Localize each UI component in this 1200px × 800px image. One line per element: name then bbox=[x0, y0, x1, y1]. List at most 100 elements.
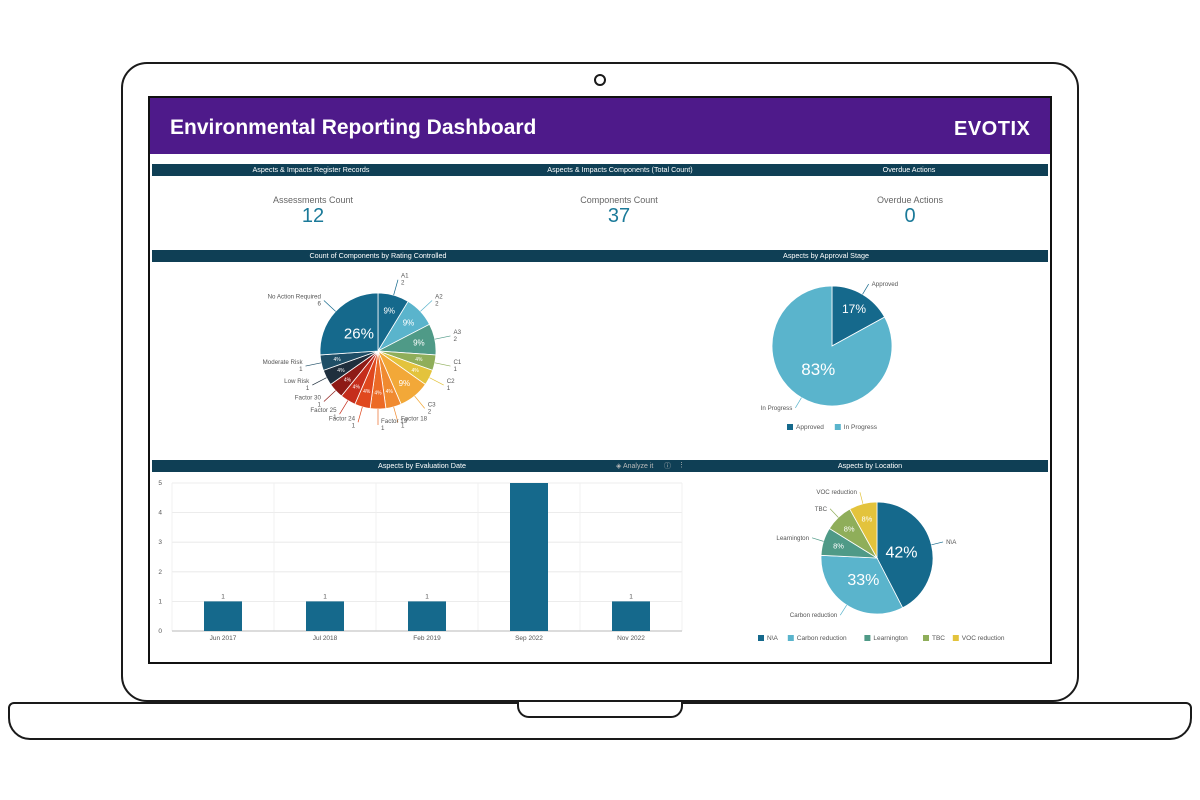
kpi-components-value: 37 bbox=[607, 205, 631, 227]
approval-pie-slice bbox=[771, 285, 893, 407]
bar-x-tick: Jul 2018 bbox=[313, 635, 338, 642]
rating-pie-label-line bbox=[434, 335, 451, 340]
bar bbox=[204, 601, 242, 631]
rating-pie-percent-label: 9% bbox=[403, 318, 415, 327]
camera-icon bbox=[594, 74, 606, 86]
rating-pie-value-label: 1 bbox=[317, 402, 321, 409]
location-pie-label-line bbox=[859, 492, 864, 504]
location-legend-swatch bbox=[758, 635, 764, 641]
bar-data-label: 1 bbox=[221, 593, 225, 600]
rating-pie-value-label: 2 bbox=[428, 408, 432, 415]
location-pie-label-line bbox=[811, 537, 824, 542]
approval-legend-label: In Progress bbox=[844, 424, 878, 431]
location-legend-label: Learnington bbox=[873, 635, 908, 642]
layers-icon: ◈ bbox=[616, 463, 622, 470]
location-pie-name-label: N\A bbox=[946, 539, 957, 546]
bar-y-tick: 4 bbox=[158, 510, 162, 517]
approval-legend-label: Approved bbox=[796, 424, 824, 431]
location-pie-name-label: Learnington bbox=[776, 535, 809, 542]
rating-pie-percent-label: 9% bbox=[399, 379, 411, 388]
rating-pie-slice bbox=[319, 292, 379, 356]
rating-pie-percent-label: 4% bbox=[415, 357, 423, 363]
rating-pie-label-line bbox=[393, 279, 399, 296]
rating-pie-name-label: A2 bbox=[435, 293, 443, 300]
kpi-assessments-label: Assessments Count bbox=[272, 195, 354, 205]
rating-pie-label-line bbox=[434, 362, 451, 367]
location-pie-slice bbox=[820, 554, 904, 615]
approval-pie-percent-label: 83% bbox=[801, 360, 835, 379]
rating-pie-value-label: 1 bbox=[447, 385, 451, 392]
rating-pie-value-label: 6 bbox=[317, 300, 321, 307]
rating-pie-percent-label: 4% bbox=[386, 389, 394, 395]
rating-pie-name-label: Factor 25 bbox=[310, 407, 337, 414]
location-legend-swatch bbox=[787, 635, 794, 641]
rating-pie-label-line bbox=[414, 395, 425, 409]
bar bbox=[510, 483, 548, 631]
section-bar-rating-controlled: Count of Components by Rating Controlled bbox=[152, 250, 604, 262]
approval-pie-name-label: In Progress bbox=[761, 405, 793, 412]
bar-x-tick: Nov 2022 bbox=[617, 635, 645, 642]
location-pie-label-line bbox=[931, 541, 944, 546]
rating-pie-label-line bbox=[429, 377, 444, 386]
section-bar-components-total: Aspects & Impacts Components (Total Coun… bbox=[470, 164, 770, 176]
rating-pie-percent-label: 26% bbox=[344, 325, 374, 342]
section-bar-approval-stage: Aspects by Approval Stage bbox=[604, 250, 1048, 262]
page-title: Environmental Reporting Dashboard bbox=[170, 116, 537, 139]
rating-pie-name-label: Factor 24 bbox=[329, 415, 356, 422]
location-pie-percent-label: 8% bbox=[861, 515, 872, 524]
bar-y-tick: 2 bbox=[158, 569, 162, 576]
rating-pie-percent-label: 4% bbox=[363, 389, 371, 395]
section-bar-location: Aspects by Location bbox=[692, 460, 1048, 472]
bar-data-label: 1 bbox=[323, 593, 327, 600]
approval-pie-percent-label: 17% bbox=[842, 302, 866, 316]
rating-pie-name-label: Factor 19 bbox=[381, 418, 408, 425]
section-bar-overdue-actions: Overdue Actions bbox=[770, 164, 1048, 176]
rating-pie-value-label: 2 bbox=[435, 300, 439, 307]
approval-legend-swatch bbox=[834, 424, 841, 430]
location-pie-slice bbox=[849, 501, 878, 560]
location-legend-swatch bbox=[864, 635, 871, 641]
approval-pie-slice bbox=[831, 285, 886, 347]
bar-x-tick: Feb 2019 bbox=[413, 635, 441, 642]
location-pie-name-label: Carbon reduction bbox=[790, 612, 838, 619]
rating-pie-name-label: No Action Required bbox=[268, 293, 322, 300]
kebab-menu-icon[interactable]: ⋮ bbox=[678, 462, 685, 469]
rating-pie-label-line bbox=[339, 400, 349, 415]
kpi-components-label: Components Count bbox=[580, 195, 658, 205]
rating-pie-percent-label: 4% bbox=[333, 357, 341, 363]
rating-pie-percent-label: 4% bbox=[344, 377, 352, 383]
rating-pie-label-line bbox=[305, 362, 322, 367]
rating-pie-name-label: Factor 30 bbox=[295, 395, 322, 402]
location-pie-percent-label: 33% bbox=[847, 572, 879, 589]
rating-pie-name-label: C2 bbox=[447, 378, 455, 385]
location-pie-label-line bbox=[829, 508, 839, 518]
location-pie-percent-label: 42% bbox=[885, 545, 917, 562]
location-legend-swatch bbox=[923, 635, 929, 641]
approval-pie-name-label: Approved bbox=[872, 281, 899, 288]
bar bbox=[612, 601, 650, 631]
rating-pie-value-label: 2 bbox=[401, 280, 405, 287]
rating-pie-name-label: C3 bbox=[428, 401, 436, 408]
rating-pie-label-line bbox=[420, 300, 433, 312]
rating-pie-percent-label: 9% bbox=[383, 307, 395, 316]
bar-data-label: 1 bbox=[629, 593, 633, 600]
location-legend-label: N\A bbox=[767, 635, 779, 642]
kpi-overdue-value: 0 bbox=[904, 205, 916, 227]
rating-pie-percent-label: 4% bbox=[337, 368, 345, 374]
rating-pie-name-label: Moderate Risk bbox=[263, 359, 304, 366]
approval-pie-label-line bbox=[862, 283, 869, 295]
rating-pie-percent-label: 9% bbox=[413, 338, 425, 347]
info-icon[interactable]: ⓘ bbox=[664, 463, 671, 470]
location-pie-percent-label: 8% bbox=[833, 542, 844, 551]
analyze-button[interactable]: ◈ Analyze it bbox=[616, 462, 653, 470]
rating-pie-value-label: 1 bbox=[306, 385, 310, 392]
location-pie-name-label: VOC reduction bbox=[816, 489, 857, 496]
rating-pie-label-line bbox=[323, 390, 336, 402]
rating-pie-name-label: A3 bbox=[453, 329, 461, 336]
location-pie-name-label: TBC bbox=[815, 506, 828, 513]
kpi-overdue-label: Overdue Actions bbox=[876, 195, 944, 205]
rating-pie-value-label: 1 bbox=[352, 422, 356, 429]
approval-pie-label-line bbox=[795, 397, 802, 409]
bar bbox=[408, 601, 446, 631]
